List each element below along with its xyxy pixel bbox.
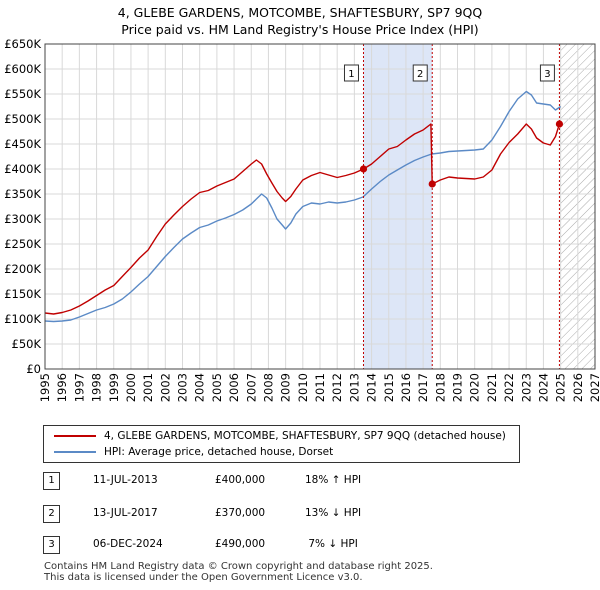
footer-copyright: Contains HM Land Registry data © Crown c… — [44, 561, 433, 572]
sale-row: 2 13-JUL-2017 £370,000 13% ↓ HPI — [43, 505, 443, 523]
sale-number-badge: 1 — [43, 472, 60, 490]
sale-date: 13-JUL-2017 — [93, 507, 158, 519]
legend-item-hpi: HPI: Average price, detached house, Dors… — [54, 444, 333, 460]
x-tick-label: 2023 — [519, 373, 533, 402]
y-tick-label: £600K — [4, 62, 41, 76]
shaded-period — [363, 44, 433, 369]
x-tick-label: 2018 — [433, 373, 447, 402]
footer-licence: This data is licensed under the Open Gov… — [44, 572, 363, 583]
sale-row: 3 06-DEC-2024 £490,000 7% ↓ HPI — [43, 536, 443, 554]
sale-label: 3 — [544, 69, 550, 80]
sale-date: 11-JUL-2013 — [93, 474, 158, 486]
y-tick-label: £200K — [4, 262, 41, 276]
x-tick-label: 2015 — [382, 373, 396, 402]
x-tick-label: 2011 — [313, 373, 327, 402]
sale-label: 2 — [417, 69, 423, 80]
y-tick-label: £50K — [12, 337, 42, 351]
x-tick-label: 2007 — [244, 373, 258, 402]
x-tick-label: 1996 — [55, 373, 69, 402]
x-tick-label: 2005 — [210, 373, 224, 402]
x-tick-label: 2022 — [502, 373, 516, 402]
y-tick-label: £150K — [4, 287, 41, 301]
x-tick-label: 2003 — [176, 373, 190, 402]
y-tick-label: £450K — [4, 137, 41, 151]
title-line-1: 4, GLEBE GARDENS, MOTCOMBE, SHAFTESBURY,… — [117, 5, 483, 20]
plot-frame — [44, 43, 596, 370]
x-tick-label: 2020 — [468, 373, 482, 402]
sale-price: £370,000 — [215, 507, 266, 519]
footer: Contains HM Land Registry data © Crown c… — [44, 561, 433, 583]
y-tick-label: £500K — [4, 112, 41, 126]
sale-row: 1 11-JUL-2013 £400,000 18% ↑ HPI — [43, 472, 443, 490]
legend-label-property: 4, GLEBE GARDENS, MOTCOMBE, SHAFTESBURY,… — [104, 430, 506, 442]
x-tick-label: 2012 — [330, 373, 344, 402]
chart-title: 4, GLEBE GARDENS, MOTCOMBE, SHAFTESBURY,… — [0, 4, 600, 38]
x-tick-label: 2019 — [451, 373, 465, 402]
legend-swatch-hpi — [54, 451, 96, 453]
x-tick-label: 2013 — [347, 373, 361, 402]
y-tick-label: £400K — [4, 162, 41, 176]
sale-hpi-diff: 7% ↓ HPI — [305, 538, 358, 550]
hpi-line — [44, 90, 561, 323]
x-tick-label: 2021 — [485, 373, 499, 402]
title-line-2: Price paid vs. HM Land Registry's House … — [121, 22, 479, 37]
sale-point — [555, 120, 564, 128]
legend-swatch-property — [54, 435, 96, 437]
y-tick-label: £650K — [4, 37, 41, 51]
y-tick-label: £250K — [4, 237, 41, 251]
x-tick-label: 2004 — [193, 373, 207, 402]
y-tick-label: £100K — [4, 312, 41, 326]
sale-point — [359, 165, 368, 173]
y-tick-label: £350K — [4, 187, 41, 201]
x-tick-label: 2009 — [279, 373, 293, 402]
legend-item-property: 4, GLEBE GARDENS, MOTCOMBE, SHAFTESBURY,… — [54, 428, 506, 444]
sale-hpi-diff: 13% ↓ HPI — [305, 507, 362, 519]
x-tick-label: 2001 — [141, 373, 155, 402]
sale-label: 1 — [348, 69, 354, 80]
legend: 4, GLEBE GARDENS, MOTCOMBE, SHAFTESBURY,… — [43, 425, 520, 463]
x-tick-label: 2016 — [399, 373, 413, 402]
x-tick-label: 1999 — [107, 373, 121, 402]
sale-price: £490,000 — [215, 538, 266, 550]
x-tick-label: 2010 — [296, 373, 310, 402]
x-tick-label: 2014 — [365, 373, 379, 402]
price-chart: 1 2 3 £0 £50K £100K £150K £200K £250K £300K £350K… — [4, 37, 600, 402]
x-tick-label: 2026 — [571, 373, 585, 402]
property-price-line — [44, 123, 563, 315]
sale-point — [428, 180, 436, 188]
sale-label-box — [412, 64, 428, 82]
sale-price: £400,000 — [215, 474, 266, 486]
x-tick-label: 2017 — [416, 373, 430, 402]
x-tick-label: 2027 — [588, 373, 600, 402]
y-tick-label: £550K — [4, 87, 41, 101]
legend-label-hpi: HPI: Average price, detached house, Dors… — [104, 446, 334, 458]
x-tick-label: 1995 — [38, 373, 52, 402]
sale-label-box — [343, 64, 359, 82]
x-tick-label: 2008 — [261, 373, 275, 402]
x-tick-label: 2006 — [227, 373, 241, 402]
sale-hpi-diff: 18% ↑ HPI — [305, 474, 362, 486]
x-tick-label: 2024 — [536, 373, 550, 402]
x-tick-label: 1998 — [90, 373, 104, 402]
y-tick-label: £0 — [26, 362, 41, 376]
x-tick-label: 1997 — [72, 373, 86, 402]
x-tick-label: 2025 — [554, 373, 568, 402]
x-tick-label: 2002 — [158, 373, 172, 402]
sale-label-box — [539, 64, 555, 82]
sale-number-badge: 2 — [43, 505, 60, 523]
x-tick-label: 2000 — [124, 373, 138, 402]
sale-number-badge: 3 — [43, 536, 60, 554]
sale-date: 06-DEC-2024 — [93, 538, 163, 550]
y-tick-label: £300K — [4, 212, 41, 226]
